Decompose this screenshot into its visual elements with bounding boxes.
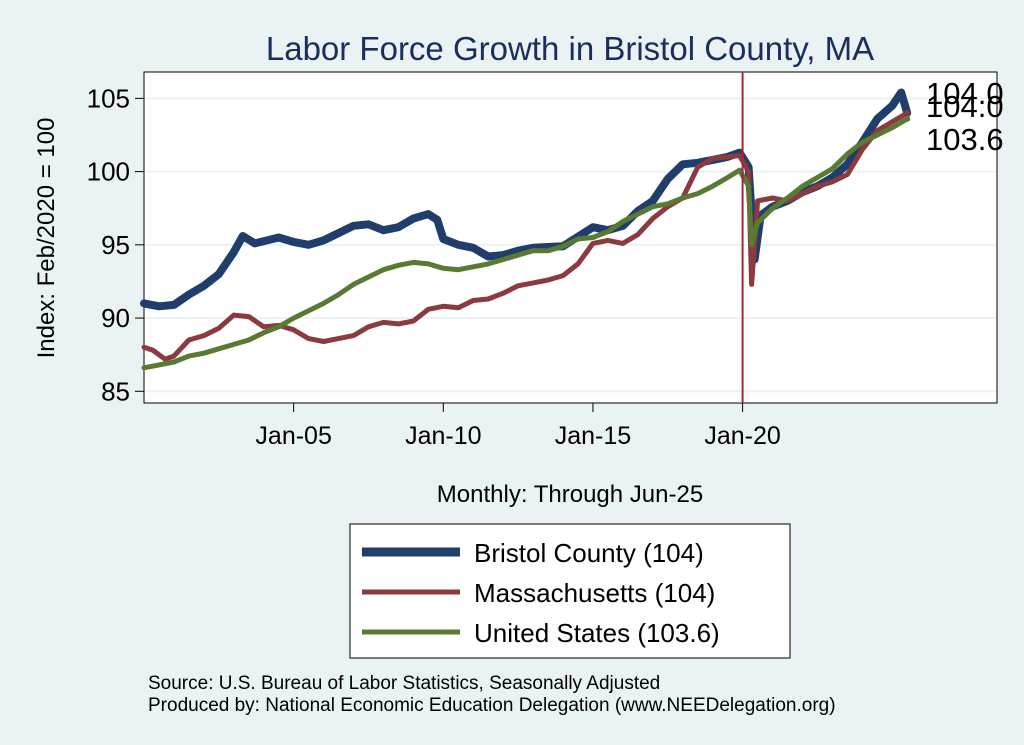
end-marker [904, 115, 911, 122]
end-value-label: 103.6 [926, 122, 1004, 157]
x-axis-ticks: Jan-05 Jan-10 Jan-15 Jan-20 [255, 403, 781, 450]
y-axis-ticks: 85 90 95 100 105 [87, 83, 144, 406]
x-tick-label: Jan-15 [555, 422, 631, 450]
x-tick-label: Jan-05 [255, 422, 331, 450]
series-line-2 [141, 116, 910, 371]
legend-label: Bristol County (104) [474, 538, 704, 568]
end-marker [904, 110, 911, 117]
producer-note: Produced by: National Economic Education… [148, 695, 836, 716]
end-value-label: 104.0 [926, 89, 1004, 124]
series-line-1 [141, 110, 910, 362]
chart-title: Labor Force Growth in Bristol County, MA [266, 30, 874, 67]
y-tick-label: 90 [101, 303, 130, 333]
x-tick-label: Jan-10 [405, 422, 481, 450]
x-axis-label: Monthly: Through Jun-25 [437, 481, 703, 508]
y-tick-label: 100 [87, 157, 130, 187]
gridlines [145, 97, 996, 393]
legend-label: Massachusetts (104) [474, 578, 715, 608]
legend: Bristol County (104) Massachusetts (104) U… [349, 523, 791, 659]
y-axis-label: Index: Feb/2020 = 100 [33, 118, 60, 359]
series-lines [140, 88, 912, 371]
x-tick-label: Jan-20 [704, 422, 780, 450]
end-value-label: 104.0 [926, 76, 1004, 111]
y-tick-label: 85 [101, 376, 130, 406]
y-tick-label: 105 [87, 83, 130, 113]
y-tick-label: 95 [101, 230, 130, 260]
legend-label: United States (103.6) [474, 618, 720, 648]
source-note: Source: U.S. Bureau of Labor Statistics,… [148, 673, 660, 694]
